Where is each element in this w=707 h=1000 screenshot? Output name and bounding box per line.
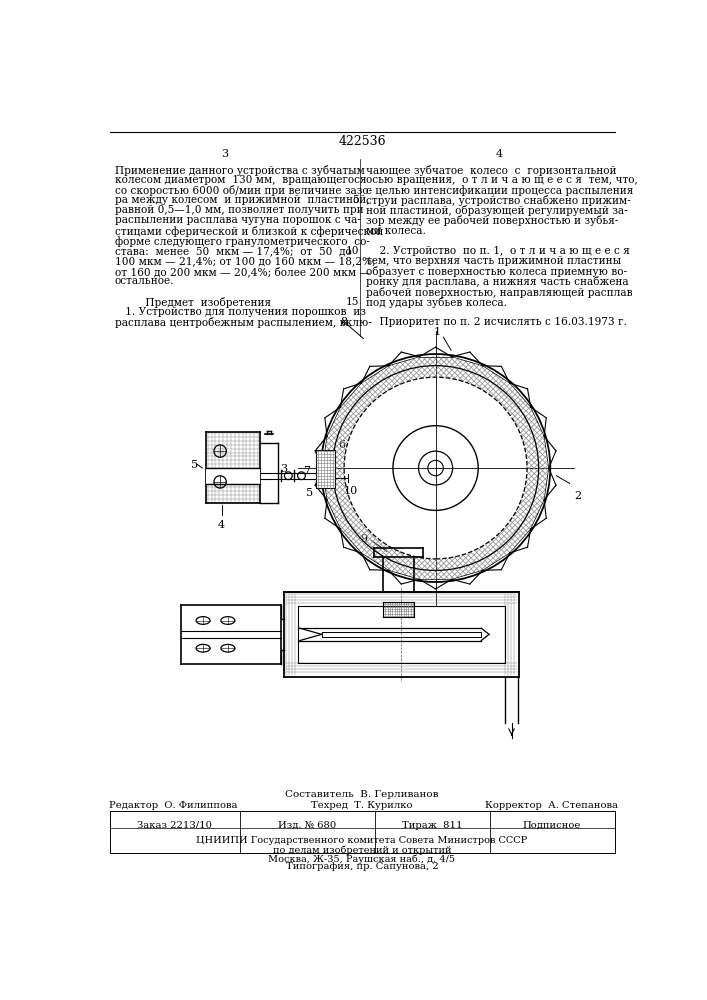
Text: ЦНИИПИ Государственного комитета Совета Министров СССР: ЦНИИПИ Государственного комитета Совета … — [197, 836, 527, 845]
Text: образует с поверхностью колеса приемную во-: образует с поверхностью колеса приемную … — [366, 266, 627, 277]
Text: 4: 4 — [496, 149, 503, 159]
Text: осью вращения,  о т л и ч а ю щ е е с я  тем, что,: осью вращения, о т л и ч а ю щ е е с я т… — [366, 175, 638, 185]
Text: чающее зубчатое  колесо  с  горизонтальной: чающее зубчатое колесо с горизонтальной — [366, 165, 617, 176]
Text: ной пластиной, образующей регулируемый за-: ной пластиной, образующей регулируемый з… — [366, 205, 627, 216]
Text: 6: 6 — [339, 440, 346, 450]
Text: 4: 4 — [218, 520, 226, 530]
Text: Заказ 2213/10: Заказ 2213/10 — [137, 821, 212, 830]
Text: форме следующего гранулометрического  со-: форме следующего гранулометрического со- — [115, 236, 370, 247]
Text: става:  менее  50  мкм — 17,4%;  от  50  до: става: менее 50 мкм — 17,4%; от 50 до — [115, 246, 351, 256]
Ellipse shape — [196, 617, 210, 624]
Text: Техред  Т. Курилко: Техред Т. Курилко — [311, 801, 413, 810]
Ellipse shape — [196, 644, 210, 652]
Text: Составитель  В. Герливанов: Составитель В. Герливанов — [285, 790, 439, 799]
Text: 2: 2 — [574, 491, 581, 501]
Text: Москва, Ж-35, Раушская наб., д. 4/5: Москва, Ж-35, Раушская наб., д. 4/5 — [269, 855, 455, 864]
Text: под удары зубьев колеса.: под удары зубьев колеса. — [366, 297, 507, 308]
Text: 2. Устройство  по п. 1,  о т л и ч а ю щ е е с я: 2. Устройство по п. 1, о т л и ч а ю щ е… — [366, 246, 630, 256]
Text: 9: 9 — [360, 534, 367, 544]
Text: тем, что верхняя часть прижимной пластины: тем, что верхняя часть прижимной пластин… — [366, 256, 621, 266]
Text: 7: 7 — [303, 466, 310, 477]
Text: зор между ее рабочей поверхностью и зубья-: зор между ее рабочей поверхностью и зубь… — [366, 215, 618, 226]
Ellipse shape — [221, 644, 235, 652]
Text: 10: 10 — [345, 246, 359, 256]
Bar — [316, 450, 335, 488]
Text: расплава центробежным распылением, вклю-: расплава центробежным распылением, вклю- — [115, 317, 371, 328]
Text: с целью интенсификации процесса распыления: с целью интенсификации процесса распылен… — [366, 185, 633, 196]
Text: Приоритет по п. 2 исчислять с 16.03.1973 г.: Приоритет по п. 2 исчислять с 16.03.1973… — [366, 317, 626, 327]
Text: 3: 3 — [280, 464, 287, 474]
Text: 3: 3 — [221, 149, 228, 159]
Text: Подписное: Подписное — [522, 821, 581, 830]
Ellipse shape — [221, 617, 235, 624]
Text: 8: 8 — [341, 317, 348, 327]
Text: Корректор  А. Степанова: Корректор А. Степанова — [484, 801, 617, 810]
Text: остальное.: остальное. — [115, 276, 174, 286]
Text: 422536: 422536 — [338, 135, 386, 148]
Text: рабочей поверхностью, направляющей расплав: рабочей поверхностью, направляющей распл… — [366, 287, 633, 298]
Text: Редактор  О. Филиппова: Редактор О. Филиппова — [110, 801, 238, 810]
Text: ра между колесом  и прижимной  пластиной,: ра между колесом и прижимной пластиной, — [115, 195, 369, 205]
Text: Типография, пр. Сапунова, 2: Типография, пр. Сапунова, 2 — [286, 862, 438, 871]
Text: 5: 5 — [352, 195, 359, 205]
Text: Тираж  811: Тираж 811 — [402, 821, 462, 830]
Text: Применение данного устройства с зубчатым: Применение данного устройства с зубчатым — [115, 165, 365, 176]
Text: 5: 5 — [305, 488, 312, 498]
Text: 1: 1 — [433, 327, 440, 337]
Text: от 160 до 200 мкм — 20,4%; более 200 мкм —: от 160 до 200 мкм — 20,4%; более 200 мкм… — [115, 266, 370, 277]
Text: равной 0,5—1,0 мм, позволяет получить при: равной 0,5—1,0 мм, позволяет получить пр… — [115, 205, 363, 215]
Text: 100 мкм — 21,4%; от 100 до 160 мкм — 18,2%;: 100 мкм — 21,4%; от 100 до 160 мкм — 18,… — [115, 256, 375, 266]
Text: стицами сферической и близкой к сферической: стицами сферической и близкой к сферичес… — [115, 226, 383, 237]
Text: колесом диаметром  130 мм,  вращающегося: колесом диаметром 130 мм, вращающегося — [115, 175, 366, 185]
Text: Предмет  изобретения: Предмет изобретения — [115, 297, 271, 308]
Text: 5: 5 — [191, 460, 198, 470]
Text: струи расплава, устройство снабжено прижим-: струи расплава, устройство снабжено приж… — [366, 195, 631, 206]
Bar — [206, 468, 260, 484]
Text: распылении расплава чугуна порошок с ча-: распылении расплава чугуна порошок с ча- — [115, 215, 361, 225]
Text: со скоростью 6000 об/мин при величине зазо-: со скоростью 6000 об/мин при величине за… — [115, 185, 372, 196]
Text: 10: 10 — [344, 486, 358, 496]
Text: ронку для расплава, а нижняя часть снабжена: ронку для расплава, а нижняя часть снабж… — [366, 276, 629, 287]
Text: по делам изобретений и открытий: по делам изобретений и открытий — [273, 845, 451, 855]
Text: 1. Устройство для получения порошков  из: 1. Устройство для получения порошков из — [115, 307, 366, 317]
Text: Изд. № 680: Изд. № 680 — [278, 821, 336, 830]
Text: ми колеса.: ми колеса. — [366, 226, 426, 236]
Text: 15: 15 — [346, 297, 359, 307]
